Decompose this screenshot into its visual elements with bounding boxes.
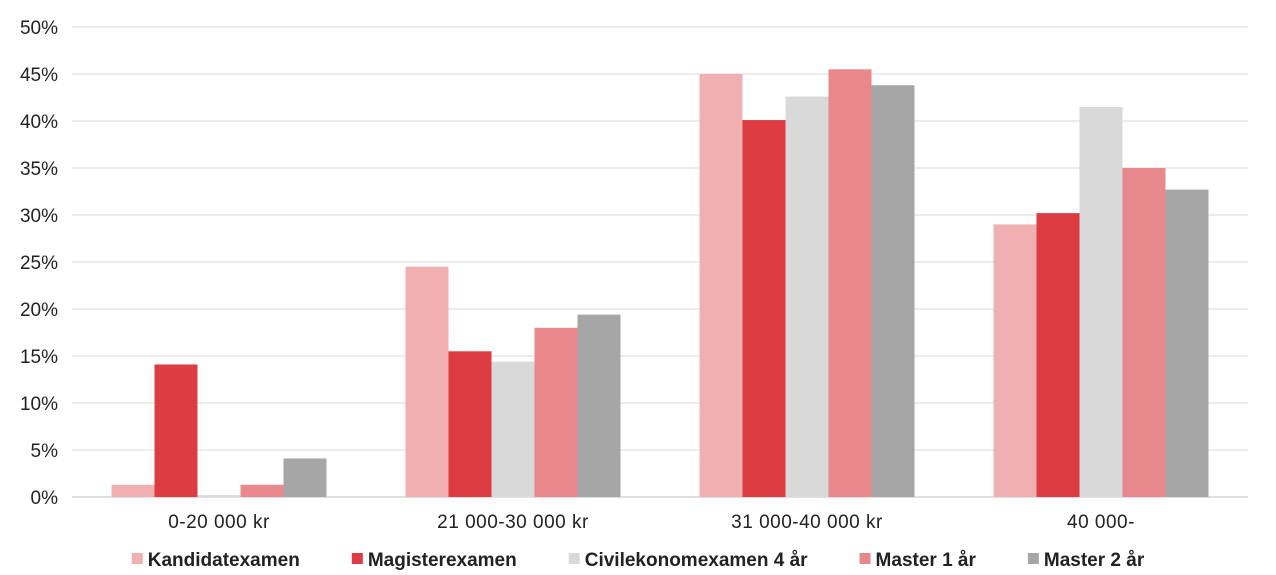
bars	[111, 69, 1209, 498]
bar	[240, 484, 284, 497]
legend-item: Master 1 år	[859, 550, 977, 571]
x-axis: 0-20 000 kr 21 000-30 000 kr 31 000-40 000…	[168, 512, 1135, 533]
y-tick-label: 20%	[20, 300, 58, 321]
bar	[1036, 213, 1080, 497]
legend-label: Civilekonomexamen 4 år	[585, 550, 808, 571]
bar	[283, 458, 327, 497]
legend-item: Master 2 år	[1027, 550, 1145, 571]
y-tick-label: 40%	[20, 112, 58, 133]
y-tick-label: 5%	[31, 441, 59, 462]
y-axis: 0% 5% 10% 15% 20% 25% 30% 35% 40% 45% 50%	[20, 18, 58, 509]
y-tick-label: 25%	[20, 253, 58, 274]
y-tick-label: 30%	[20, 206, 58, 227]
y-tick-label: 50%	[20, 18, 58, 39]
legend: Kandidatexamen Magisterexamen Civilekonome…	[131, 550, 1145, 571]
legend-swatch	[568, 553, 580, 564]
bar	[197, 495, 241, 497]
legend-label: Kandidatexamen	[148, 550, 300, 571]
bar	[577, 314, 621, 497]
bar	[742, 120, 786, 497]
legend-label: Magisterexamen	[368, 550, 517, 571]
bar	[448, 351, 492, 497]
y-tick-label: 10%	[20, 394, 58, 415]
legend-item: Civilekonomexamen 4 år	[568, 550, 808, 571]
x-tick-label: 0-20 000 kr	[168, 512, 270, 533]
bar	[491, 361, 535, 497]
bar	[785, 96, 829, 497]
bar	[828, 69, 872, 498]
legend-swatch	[131, 553, 143, 564]
bar	[405, 266, 449, 497]
legend-label: Master 1 år	[876, 550, 977, 571]
bar	[534, 327, 578, 497]
y-tick-label: 35%	[20, 159, 58, 180]
bar	[699, 74, 743, 497]
y-tick-label: 15%	[20, 347, 58, 368]
legend-item: Kandidatexamen	[131, 550, 300, 571]
y-tick-label: 45%	[20, 65, 58, 86]
x-tick-label: 21 000-30 000 kr	[437, 512, 589, 533]
legend-swatch	[351, 553, 363, 564]
bar	[1079, 106, 1123, 498]
y-tick-label: 0%	[31, 488, 59, 509]
bar	[111, 484, 155, 497]
legend-swatch	[859, 553, 871, 564]
bar	[1122, 168, 1166, 497]
legend-label: Master 2 år	[1044, 550, 1145, 571]
x-tick-label: 40 000-	[1067, 512, 1135, 533]
legend-item: Magisterexamen	[351, 550, 517, 571]
gridlines	[72, 26, 1248, 498]
bar	[1165, 189, 1209, 497]
legend-swatch	[1027, 553, 1039, 564]
bar	[154, 364, 198, 497]
bar	[993, 224, 1037, 497]
x-tick-label: 31 000-40 000 kr	[731, 512, 883, 533]
bar	[871, 85, 915, 497]
